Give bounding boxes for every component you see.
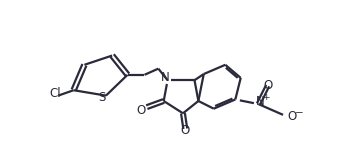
Text: Cl: Cl <box>50 87 61 100</box>
Text: O: O <box>137 104 146 117</box>
Text: N: N <box>255 95 264 108</box>
Text: −: − <box>295 108 303 118</box>
Text: O: O <box>181 124 190 137</box>
Text: N: N <box>161 71 169 84</box>
Text: +: + <box>262 93 270 102</box>
Text: S: S <box>98 91 106 104</box>
Text: O: O <box>263 79 272 92</box>
Text: O: O <box>287 110 296 123</box>
